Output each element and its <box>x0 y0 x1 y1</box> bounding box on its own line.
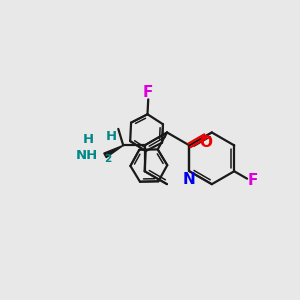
Text: NH: NH <box>76 149 98 162</box>
Text: H: H <box>83 133 94 146</box>
Text: N: N <box>183 172 196 187</box>
Text: F: F <box>143 85 153 100</box>
Text: F: F <box>247 173 258 188</box>
Text: H: H <box>106 130 117 143</box>
Text: O: O <box>199 135 212 150</box>
Polygon shape <box>104 146 123 158</box>
Text: 2: 2 <box>104 154 111 164</box>
